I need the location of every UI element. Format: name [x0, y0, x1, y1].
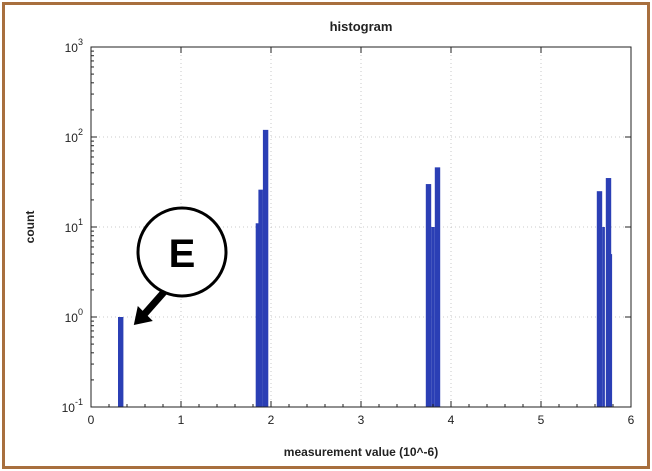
- y-tick-label: 101: [65, 217, 83, 235]
- callout-e: E: [133, 206, 228, 325]
- chart-title: histogram: [330, 19, 393, 34]
- callout-arrow-head: [133, 306, 153, 325]
- x-tick-label: 4: [448, 413, 455, 427]
- callout-circle: [136, 206, 228, 298]
- x-tick-label: 6: [628, 413, 635, 427]
- histogram-bar: [258, 189, 263, 407]
- x-tick-label: 2: [268, 413, 275, 427]
- histogram-bar: [596, 191, 603, 407]
- y-tick-label: 10-1: [62, 397, 83, 415]
- histogram-bar: [262, 129, 269, 407]
- histogram-bar: [605, 178, 612, 407]
- histogram-bar: [255, 223, 260, 407]
- histogram-bar: [431, 227, 435, 407]
- x-tick-label: 0: [88, 413, 95, 427]
- y-axis-ticks: 10-1 100 101 102 103: [62, 37, 631, 415]
- bars: [118, 129, 613, 407]
- x-tick-label: 1: [178, 413, 185, 427]
- x-axis-ticks: 0 1 2 3 4 5 6: [88, 47, 635, 427]
- histogram-bar: [610, 254, 613, 407]
- x-tick-label: 3: [358, 413, 365, 427]
- x-tick-label: 5: [538, 413, 545, 427]
- y-axis-title: count: [23, 211, 37, 244]
- histogram-bar: [118, 317, 124, 407]
- histogram-bar: [434, 167, 441, 407]
- histogram-bar: [425, 184, 432, 407]
- histogram-bar: [602, 227, 605, 407]
- x-axis-title: measurement value (10^-6): [284, 445, 438, 459]
- callout-letter: E: [169, 232, 196, 276]
- callout-arrow-shaft: [140, 289, 167, 319]
- y-tick-label: 103: [65, 37, 83, 55]
- y-tick-label: 102: [65, 127, 83, 145]
- y-tick-label: 100: [65, 307, 83, 325]
